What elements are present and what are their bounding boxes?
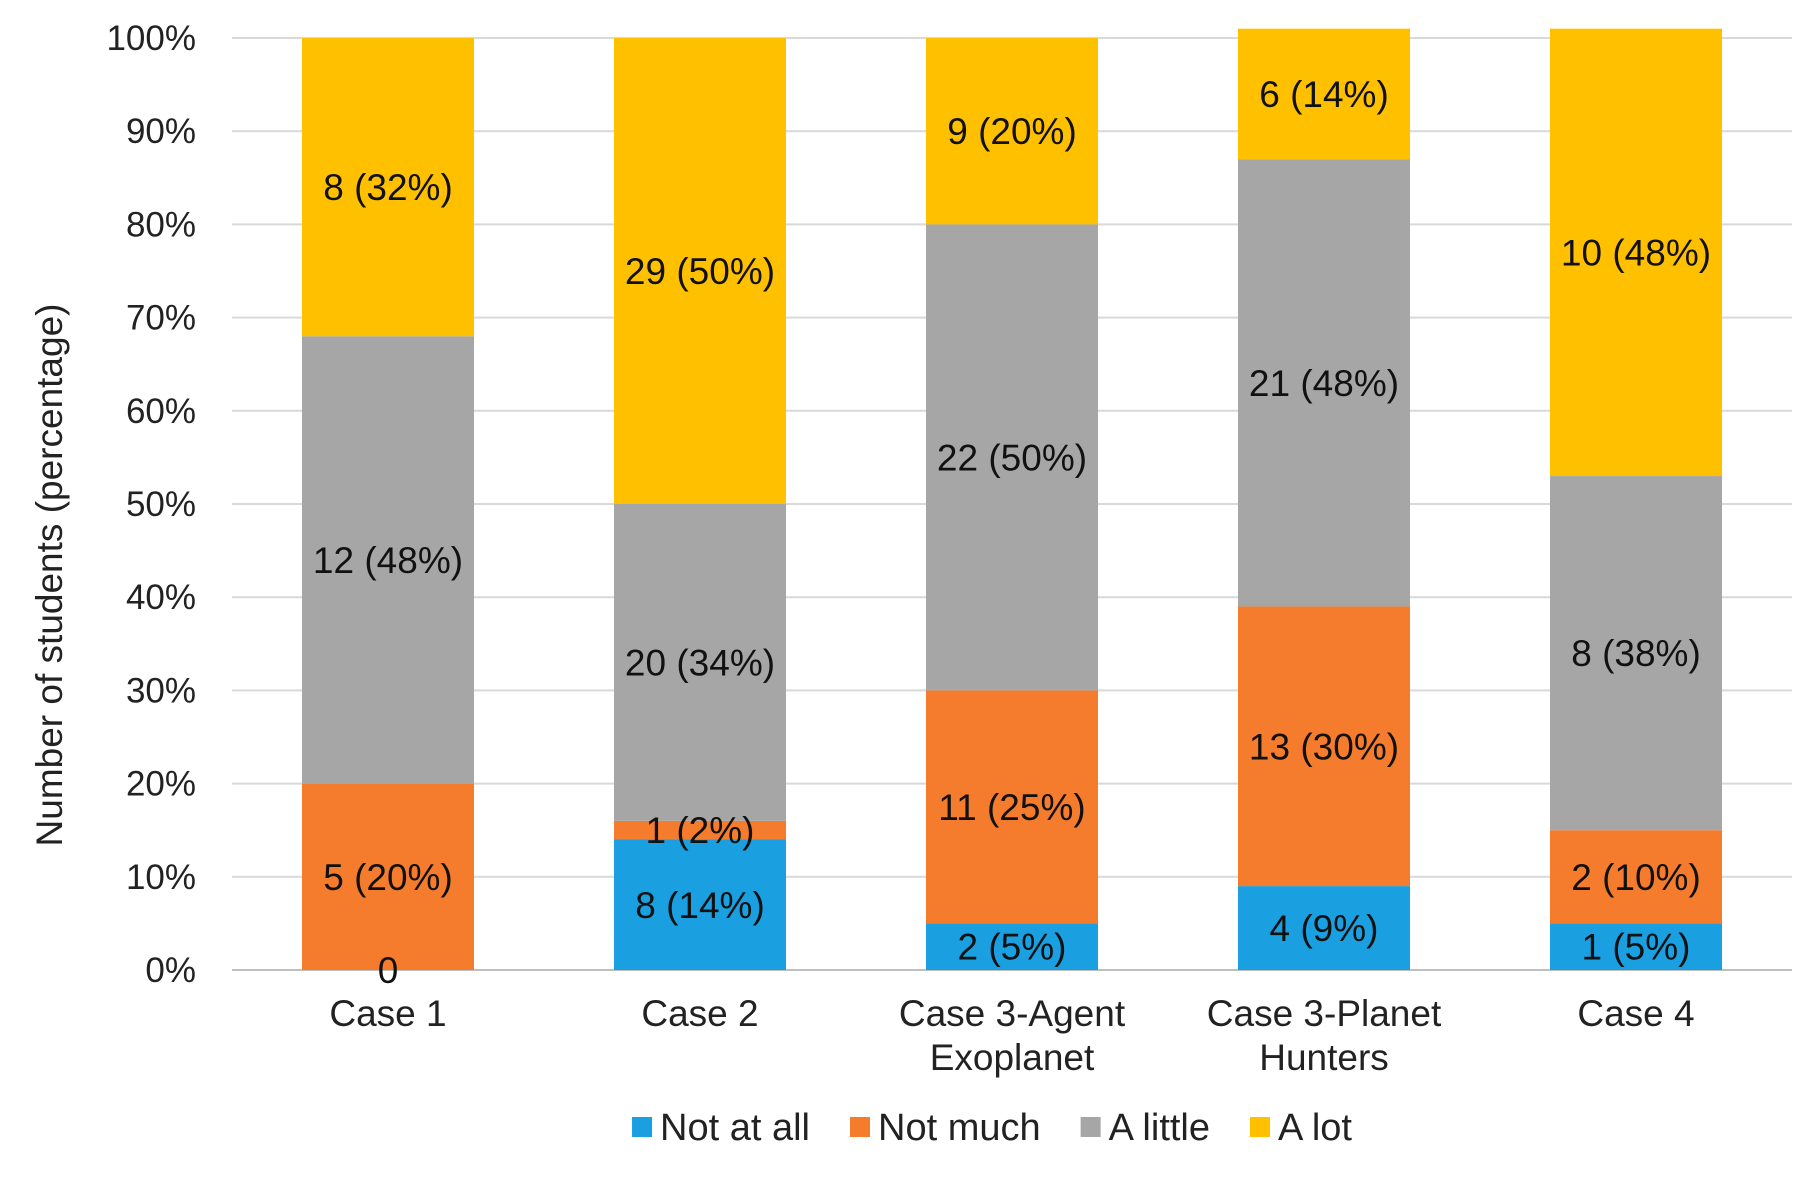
bar-segment bbox=[1550, 923, 1722, 970]
data-label: 9 (20%) bbox=[947, 111, 1077, 152]
legend-label: Not at all bbox=[660, 1107, 810, 1149]
x-category-label: Case 3-Agent Exoplanet bbox=[899, 993, 1126, 1078]
bar-segment bbox=[614, 38, 786, 504]
y-tick-label: 60% bbox=[126, 392, 196, 431]
data-labels: 0 5 (20%) 12 (48%) 8 (32%) 8 (14%) 1 (2%) 20 (… bbox=[313, 74, 1711, 991]
y-tick-label: 40% bbox=[126, 578, 196, 617]
bar-segment bbox=[614, 820, 786, 840]
x-category-label: Case 3-Planet Hunters bbox=[1207, 993, 1442, 1078]
y-tick-label: 10% bbox=[126, 858, 196, 897]
data-label: 0 bbox=[378, 950, 399, 991]
legend-swatch bbox=[632, 1117, 653, 1137]
legend-swatch bbox=[1080, 1117, 1101, 1137]
bar-segment bbox=[302, 336, 474, 784]
bar-segment bbox=[1238, 159, 1410, 607]
legend-label: A little bbox=[1109, 1107, 1210, 1149]
data-label: 8 (14%) bbox=[635, 885, 765, 926]
bar-segment bbox=[1550, 28, 1722, 477]
x-category-label: Case 1 bbox=[329, 993, 446, 1034]
data-label: 20 (34%) bbox=[625, 642, 775, 683]
y-tick-label: 80% bbox=[126, 205, 196, 244]
bar-segment bbox=[302, 38, 474, 337]
bar-segment bbox=[1238, 886, 1410, 970]
bar-segment bbox=[1238, 606, 1410, 887]
y-tick-label: 70% bbox=[126, 299, 196, 338]
data-label: 11 (25%) bbox=[938, 787, 1085, 828]
data-label: 6 (14%) bbox=[1259, 74, 1389, 115]
data-label: 13 (30%) bbox=[1249, 726, 1399, 767]
legend-swatch bbox=[1250, 1117, 1271, 1137]
bar-segment bbox=[1550, 830, 1722, 924]
bar-segment bbox=[926, 224, 1098, 691]
bar-segment bbox=[1238, 28, 1410, 160]
legend-swatch bbox=[850, 1117, 870, 1137]
y-tick-label: 100% bbox=[106, 19, 196, 58]
bar-segment bbox=[926, 38, 1098, 225]
data-label: 2 (5%) bbox=[958, 927, 1067, 968]
x-axis-categories: Case 1 Case 2 Case 3-Agent Exoplanet Case 3-… bbox=[329, 993, 1694, 1078]
y-tick-label: 30% bbox=[126, 671, 196, 710]
y-tick-label: 90% bbox=[126, 112, 196, 151]
data-label: 8 (32%) bbox=[323, 167, 453, 208]
legend-label: Not much bbox=[878, 1107, 1041, 1149]
data-label: 1 (5%) bbox=[1582, 927, 1691, 968]
y-tick-label: 0% bbox=[145, 951, 196, 990]
legend-label: A lot bbox=[1278, 1107, 1352, 1149]
data-label: 10 (48%) bbox=[1561, 232, 1711, 273]
data-label: 5 (20%) bbox=[323, 857, 453, 898]
data-label: 29 (50%) bbox=[625, 251, 775, 292]
bar-segment bbox=[1550, 476, 1722, 831]
x-category-label: Case 4 bbox=[1577, 993, 1694, 1034]
bar-segment bbox=[926, 690, 1098, 924]
data-label: 4 (9%) bbox=[1270, 908, 1379, 949]
x-category-label: Case 2 bbox=[641, 993, 758, 1034]
data-label: 12 (48%) bbox=[313, 540, 463, 581]
y-tick-label: 20% bbox=[126, 765, 196, 804]
data-label: 2 (10%) bbox=[1571, 857, 1701, 898]
y-axis-title: Number of students (percentage) bbox=[29, 304, 70, 847]
data-label: 21 (48%) bbox=[1249, 363, 1399, 404]
bar-segment bbox=[614, 839, 786, 970]
bar-segment bbox=[614, 504, 786, 821]
data-label: 8 (38%) bbox=[1571, 633, 1701, 674]
data-label: 22 (50%) bbox=[937, 437, 1087, 478]
data-label: 1 (2%) bbox=[646, 810, 755, 851]
legend: Not at all Not much A little A lot bbox=[632, 1107, 1352, 1149]
y-tick-label: 50% bbox=[126, 485, 196, 524]
bar-segment bbox=[926, 923, 1098, 970]
bar-segment bbox=[302, 783, 474, 970]
bars bbox=[302, 28, 1722, 970]
y-axis-ticks: 0% 10% 20% 30% 40% 50% 60% 70% 80% 90% 100% bbox=[106, 19, 196, 990]
